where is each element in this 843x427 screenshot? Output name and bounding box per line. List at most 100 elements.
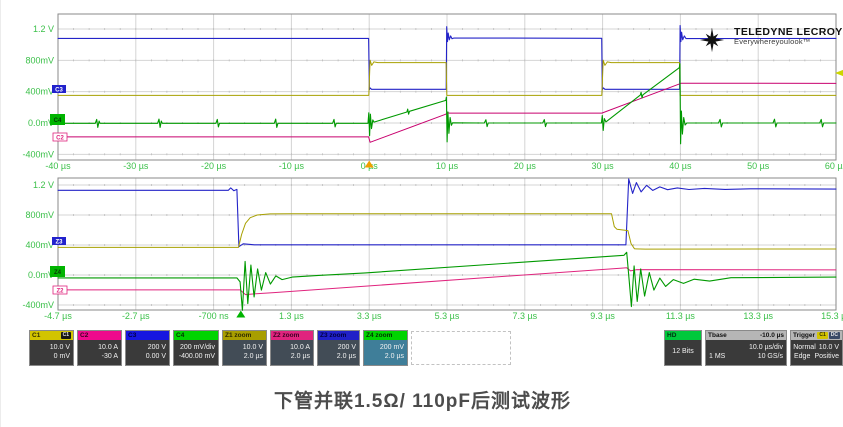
y-axis-labels: 1.2 V 800mV 400mV 0.0mV -400mV — [22, 24, 54, 159]
descriptor-value: -400.00 mV — [178, 353, 215, 360]
trigger-descriptor[interactable]: Trigger C1 DC Normal 10.0 V Edge Positive — [790, 330, 843, 366]
descriptor-value: 1 MS — [709, 353, 726, 360]
svg-text:5.3 µs: 5.3 µs — [435, 311, 460, 321]
svg-text:50 µs: 50 µs — [747, 161, 770, 171]
level-marker-c2[interactable]: C2 — [52, 132, 68, 142]
svg-text:3.3 µs: 3.3 µs — [357, 311, 382, 321]
descriptor-row: Edge Positive — [794, 353, 839, 361]
svg-text:-400mV: -400mV — [22, 149, 54, 159]
descriptor-row: 10.0 A — [81, 344, 118, 352]
descriptor-badge: C1 — [817, 332, 828, 339]
level-marker-z4[interactable]: Z4 — [50, 266, 65, 277]
trace-descriptor-c1[interactable]: C1 C1 10.0 V 0 mV — [29, 330, 74, 366]
svg-text:1.3 µs: 1.3 µs — [279, 311, 304, 321]
svg-text:40 µs: 40 µs — [669, 161, 692, 171]
svg-text:-700 ns: -700 ns — [199, 311, 230, 321]
svg-text:800mV: 800mV — [25, 210, 54, 220]
descriptor-title: HD — [667, 332, 677, 339]
descriptor-value: 200 mV/div — [179, 343, 215, 351]
descriptor-row: 1 MS 10 GS/s — [709, 353, 783, 361]
svg-text:C3: C3 — [55, 87, 63, 93]
descriptor-body: 10.0 µs/div 1 MS 10 GS/s — [706, 340, 786, 365]
hd-bits-value: 12 Bits — [672, 348, 694, 356]
trigger-time-marker-zoom[interactable] — [236, 310, 246, 318]
descriptor-status-bar: C1 C1 10.0 V 0 mV C2 10.0 A -30 A C3 200 V 0.00 V… — [1, 330, 843, 368]
descriptor-body: 12 Bits — [665, 340, 701, 365]
descriptor-title: C1 — [32, 332, 41, 339]
descriptor-value: Normal — [793, 343, 816, 351]
descriptor-value: 10 GS/s — [757, 353, 783, 360]
trace-descriptor-c3[interactable]: C3 200 V 0.00 V — [125, 330, 170, 366]
descriptor-value: 200 V — [337, 343, 356, 351]
teledyne-lecroy-logo: TELEDYNE LECROY Everywhereyoulook™ — [695, 26, 843, 54]
level-marker-z3[interactable]: Z3 — [52, 237, 66, 245]
svg-text:-10 µs: -10 µs — [279, 161, 305, 171]
trace-descriptor-z4[interactable]: Z4 zoom 200 mV 2.0 µs — [363, 330, 408, 366]
descriptor-title: Z1 zoom — [225, 332, 252, 339]
svg-text:15.3 µs: 15.3 µs — [821, 311, 843, 321]
descriptor-row: 200 mV — [367, 344, 404, 352]
descriptor-value: 2.0 µs — [336, 353, 356, 360]
descriptor-body: 10.0 V 0 mV — [30, 340, 73, 365]
descriptor-row: 2.0 µs — [226, 353, 263, 361]
timebase-descriptor[interactable]: Tbase -10.0 µs 10.0 µs/div 1 MS 10 GS/s — [705, 330, 787, 366]
descriptor-row: 2.0 µs — [321, 353, 356, 361]
trace-z4 — [57, 251, 837, 311]
descriptor-value: Positive — [814, 353, 839, 360]
logo-tagline-text: Everywhereyoulook™ — [734, 37, 811, 47]
trace-descriptor-z3[interactable]: Z3 zoom 200 V 2.0 µs — [317, 330, 360, 366]
descriptor-header: Z2 zoom — [271, 331, 313, 340]
descriptor-body: 200 mV 2.0 µs — [364, 340, 407, 365]
descriptor-row: Normal 10.0 V — [793, 343, 839, 352]
descriptor-value: 2.0 µs — [384, 353, 404, 360]
descriptor-value: 10.0 V — [818, 343, 839, 351]
descriptor-header: Z4 zoom — [364, 331, 407, 340]
descriptor-title: Z4 zoom — [366, 332, 393, 339]
trace-descriptor-c2[interactable]: C2 10.0 A -30 A — [77, 330, 122, 366]
descriptor-value: Edge — [794, 353, 811, 360]
descriptor-body: 10.0 A 2.0 µs — [271, 340, 313, 365]
svg-text:-40 µs: -40 µs — [45, 161, 71, 171]
descriptor-value: 10.0 V — [49, 343, 70, 351]
svg-text:20 µs: 20 µs — [514, 161, 537, 171]
trace-descriptor-c4[interactable]: C4 200 mV/div -400.00 mV — [173, 330, 219, 366]
descriptor-row: 200 mV/div — [177, 344, 215, 352]
descriptor-row: 10.0 V — [226, 344, 263, 352]
level-marker-c4[interactable]: C4 — [50, 114, 65, 125]
descriptor-body: 10.0 V 2.0 µs — [223, 340, 266, 365]
descriptor-header: C2 — [78, 331, 121, 340]
svg-text:11.3 µs: 11.3 µs — [666, 311, 696, 321]
descriptor-row: 10.0 V — [33, 344, 70, 352]
descriptor-value: 10.0 µs/div — [749, 343, 783, 351]
descriptor-header-value: -10.0 µs — [760, 332, 784, 339]
svg-text:-20 µs: -20 µs — [201, 161, 227, 171]
level-marker-c3[interactable]: C3 — [52, 85, 66, 93]
descriptor-row: 2.0 µs — [274, 353, 310, 361]
descriptor-row: 10.0 A — [274, 344, 310, 352]
caption: 下管并联1.5Ω/ 110pF后测试波形 — [273, 391, 572, 412]
hd-resolution-box[interactable]: HD 12 Bits — [664, 330, 702, 366]
trigger-level-arrow[interactable] — [835, 69, 843, 77]
trace-descriptor-z2[interactable]: Z2 zoom 10.0 A 2.0 µs — [270, 330, 314, 366]
descriptor-value: 200 V — [147, 343, 166, 351]
x-axis-labels: -4.7 µs -2.7 µs -700 ns 1.3 µs 3.3 µs 5.3 µs 7… — [44, 311, 843, 321]
descriptor-value: 10.0 A — [98, 343, 118, 351]
svg-text:1.2 V: 1.2 V — [33, 24, 54, 34]
teledyne-starburst-icon — [699, 27, 725, 53]
descriptor-value: 2.0 µs — [243, 353, 263, 360]
descriptor-header: Z3 zoom — [318, 331, 359, 340]
trace-descriptor-z1[interactable]: Z1 zoom 10.0 V 2.0 µs — [222, 330, 267, 366]
level-marker-z2[interactable]: Z2 — [52, 285, 68, 295]
descriptor-title: Trigger — [793, 332, 816, 339]
descriptor-header: Z1 zoom — [223, 331, 266, 340]
descriptor-title: C3 — [128, 332, 137, 339]
trigger-time-marker-main[interactable] — [364, 160, 374, 168]
svg-text:0.0mV: 0.0mV — [28, 118, 54, 128]
svg-text:400mV: 400mV — [25, 240, 54, 250]
svg-text:C4: C4 — [54, 118, 62, 124]
svg-text:9.3 µs: 9.3 µs — [590, 311, 615, 321]
waveform-display-area: 1.2 V 800mV 400mV 0.0mV -400mV -40 µs -30 µs -2… — [22, 13, 843, 321]
descriptor-header: Trigger C1 DC — [791, 331, 842, 340]
empty-descriptor-slot[interactable] — [411, 331, 511, 365]
